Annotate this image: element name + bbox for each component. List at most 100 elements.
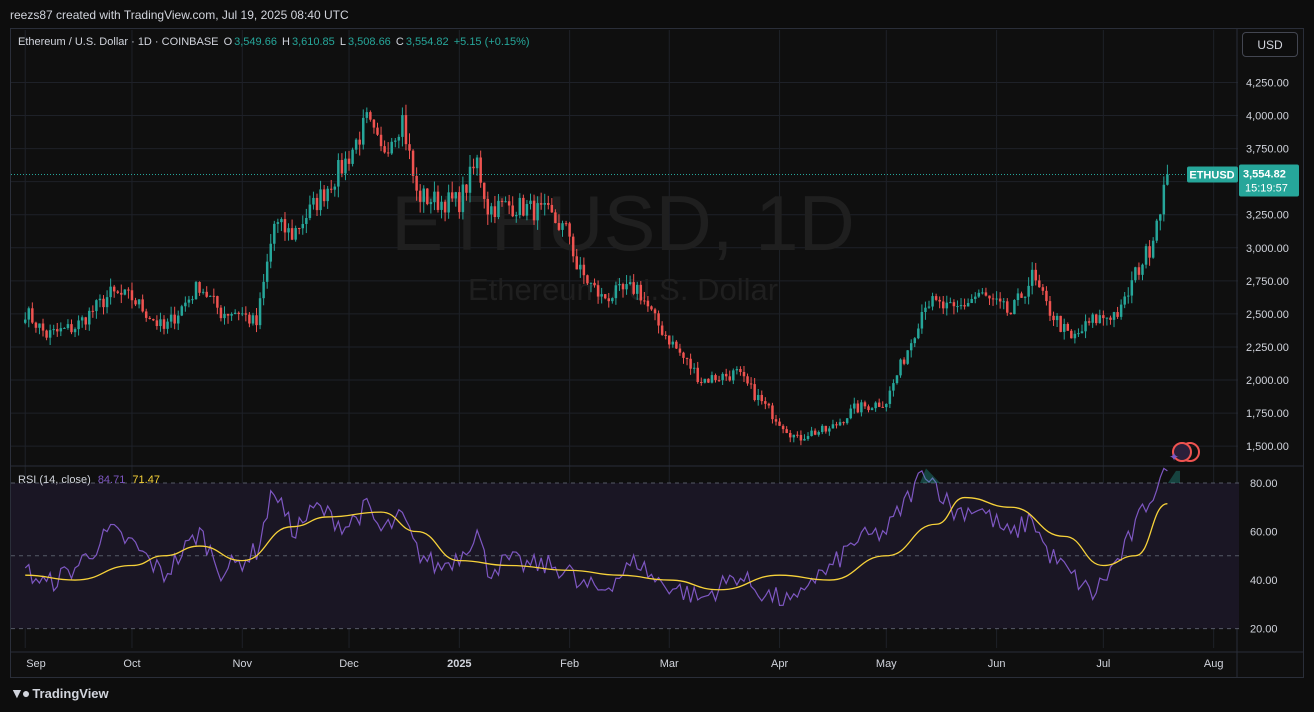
candle-body — [52, 329, 55, 331]
rsi-value: 84.71 — [97, 474, 126, 486]
candle-body — [226, 313, 230, 316]
candle-body — [575, 256, 578, 270]
currency-button[interactable]: USD — [1242, 32, 1298, 57]
price-tick-label: 3,750.00 — [1246, 144, 1289, 156]
price-tag-countdown: 15:19:57 — [1245, 183, 1288, 195]
candle-body — [582, 264, 586, 276]
candle-body — [603, 294, 607, 299]
candle-body — [1062, 323, 1066, 332]
candle-body — [91, 310, 95, 312]
candle-body — [230, 314, 233, 316]
candle-body — [934, 296, 938, 300]
candle-body — [1020, 293, 1023, 298]
price-tick-label: 2,500.00 — [1246, 309, 1289, 321]
rsi-ma-line — [25, 496, 1168, 591]
candle-body — [557, 223, 561, 230]
candle-body — [639, 284, 643, 301]
candle-body — [379, 134, 383, 147]
candle-body — [913, 338, 917, 344]
candle-body — [650, 306, 653, 310]
candle-body — [849, 408, 852, 419]
candle-body — [984, 292, 988, 296]
candle-body — [685, 357, 689, 359]
candles — [23, 104, 1169, 446]
candle-body — [329, 188, 333, 190]
candle-body — [105, 297, 109, 308]
candle-body — [120, 292, 123, 295]
rsi-overbought-fill — [920, 468, 1180, 483]
rsi-ma-value: 71.47 — [132, 474, 160, 486]
tradingview-footer[interactable]: ▼● TradingView — [10, 685, 109, 701]
watermark-title: ETHUSD, 1D — [391, 179, 855, 267]
candle-body — [301, 223, 305, 229]
candle-body — [450, 192, 454, 199]
candle-body — [1066, 323, 1070, 331]
candle-body — [394, 140, 397, 142]
candle-body — [977, 292, 981, 297]
candle-body — [280, 219, 283, 223]
candle-body — [70, 324, 73, 333]
candle-body — [781, 425, 785, 430]
candle-body — [340, 160, 344, 174]
candle-body — [1091, 314, 1094, 323]
candle-body — [198, 282, 201, 293]
candle-body — [941, 301, 945, 309]
candle-body — [1059, 315, 1062, 332]
top-bar: reezs87 created with TradingView.com, Ju… — [0, 0, 1314, 30]
price-tick-label: 2,750.00 — [1246, 276, 1289, 288]
candle-body — [799, 434, 803, 441]
candle-body — [796, 434, 799, 436]
candle-body — [924, 307, 927, 313]
candle-body — [369, 112, 372, 120]
candle-body — [1077, 333, 1080, 335]
time-tick-label: Jul — [1096, 658, 1110, 670]
candle-body — [995, 298, 998, 300]
candle-body — [1045, 290, 1048, 302]
candle-body — [461, 184, 465, 213]
candle-body — [216, 296, 219, 308]
price-tag — [1239, 164, 1299, 197]
candle-body — [821, 425, 824, 433]
candle-body — [322, 189, 326, 202]
candle-body — [308, 204, 312, 218]
close-label: C — [395, 36, 404, 48]
candle-body — [415, 175, 418, 191]
candle-body — [1055, 315, 1059, 321]
candle-body — [653, 309, 657, 314]
candle-body — [966, 303, 970, 307]
candle-body — [959, 305, 963, 307]
candle-body — [184, 302, 187, 307]
candle-body — [209, 295, 212, 297]
candle-body — [1080, 331, 1084, 334]
candle-body — [778, 421, 781, 426]
candle-body — [358, 139, 361, 145]
open-value: 3,549.66 — [234, 36, 277, 48]
candle-body — [326, 188, 329, 202]
candle-body — [84, 317, 87, 325]
candle-body — [447, 192, 450, 213]
candle-body — [625, 284, 628, 290]
candle-body — [664, 334, 667, 336]
candle-body — [205, 291, 208, 297]
time-tick-label: Oct — [123, 658, 140, 670]
candle-body — [593, 282, 596, 286]
candle-body — [561, 223, 564, 230]
candle-body — [290, 228, 294, 240]
candle-body — [828, 428, 831, 432]
candle-body — [682, 352, 685, 358]
candle-body — [838, 422, 842, 426]
time-tick-label: Feb — [560, 658, 579, 670]
candle-body — [881, 406, 884, 408]
candle-body — [543, 202, 546, 205]
candle-body — [635, 284, 639, 294]
candle-body — [671, 341, 675, 345]
candle-body — [148, 317, 152, 319]
candle-body — [742, 371, 746, 377]
candle-body — [988, 295, 991, 299]
tradingview-brand: TradingView — [32, 685, 109, 701]
candle-body — [511, 205, 514, 217]
rsi-label: RSI (14, close) — [18, 474, 91, 486]
candle-body — [803, 438, 806, 441]
candle-body — [824, 425, 828, 432]
